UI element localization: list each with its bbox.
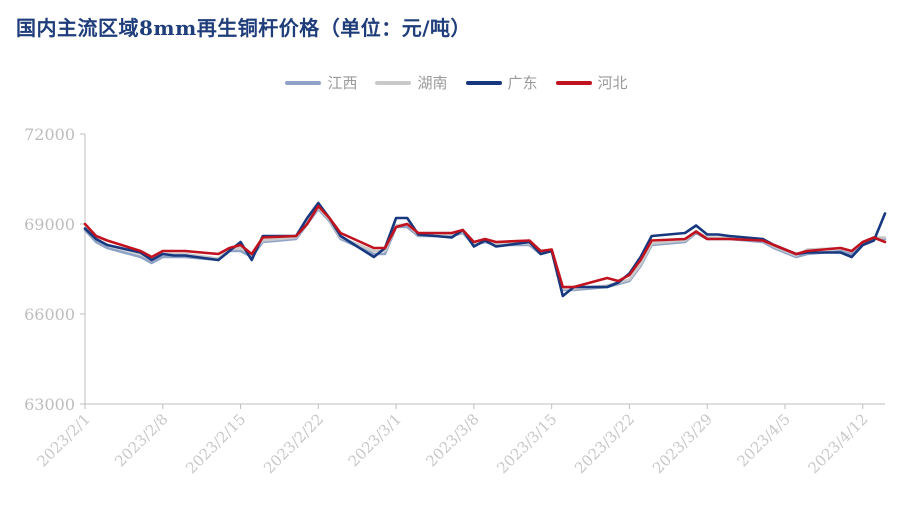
x-tick-label: 2023/3/1 (345, 410, 405, 470)
series-line-广东 (83, 201, 887, 298)
legend-item: 河北 (555, 72, 628, 93)
legend-label: 河北 (597, 74, 628, 92)
x-tick-label: 2023/3/29 (649, 410, 716, 477)
y-tick-label: 66000 (24, 305, 75, 324)
x-tick-label: 2023/3/22 (571, 410, 638, 477)
series-lines (83, 201, 887, 298)
x-tick-label: 2023/4/5 (733, 410, 793, 470)
legend-label: 江西 (327, 74, 358, 92)
x-tick-label: 2023/3/15 (493, 410, 560, 477)
x-tick-label: 2023/2/15 (182, 410, 249, 477)
series-line-河北 (83, 204, 887, 289)
legend-swatch (465, 80, 502, 85)
legend-label: 广东 (507, 74, 538, 92)
legend-item: 湖南 (375, 72, 448, 93)
y-tick-label: 69000 (24, 215, 75, 234)
legend-swatch (555, 80, 592, 85)
legend-item: 广东 (465, 72, 538, 93)
chart-title: 国内主流区域8mm再生铜杆价格（单位：元/吨） (16, 16, 472, 40)
x-ticks: 2023/2/1 2023/2/8 2023/2/15 2023/2/22 2023/3… (33, 404, 872, 477)
legend-swatch (285, 80, 322, 85)
series-line-湖南 (83, 206, 887, 290)
x-tick-label: 2023/2/8 (111, 410, 171, 470)
x-tick-label: 2023/4/12 (804, 410, 871, 477)
x-tick-label: 2023/2/22 (260, 410, 327, 477)
x-tick-label: 2023/3/8 (422, 410, 482, 470)
legend-label: 湖南 (417, 74, 448, 92)
series-line-江西 (83, 207, 887, 292)
legend-item: 江西 (285, 72, 357, 93)
y-tick-label: 72000 (24, 125, 75, 144)
y-ticks: 63000 66000 69000 72000 (24, 125, 85, 414)
legend-swatch (375, 80, 412, 85)
x-tick-label: 2023/2/1 (33, 410, 93, 470)
y-tick-label: 63000 (24, 395, 75, 414)
chart-legend: 江西 湖南 广东 河北 (0, 72, 913, 93)
